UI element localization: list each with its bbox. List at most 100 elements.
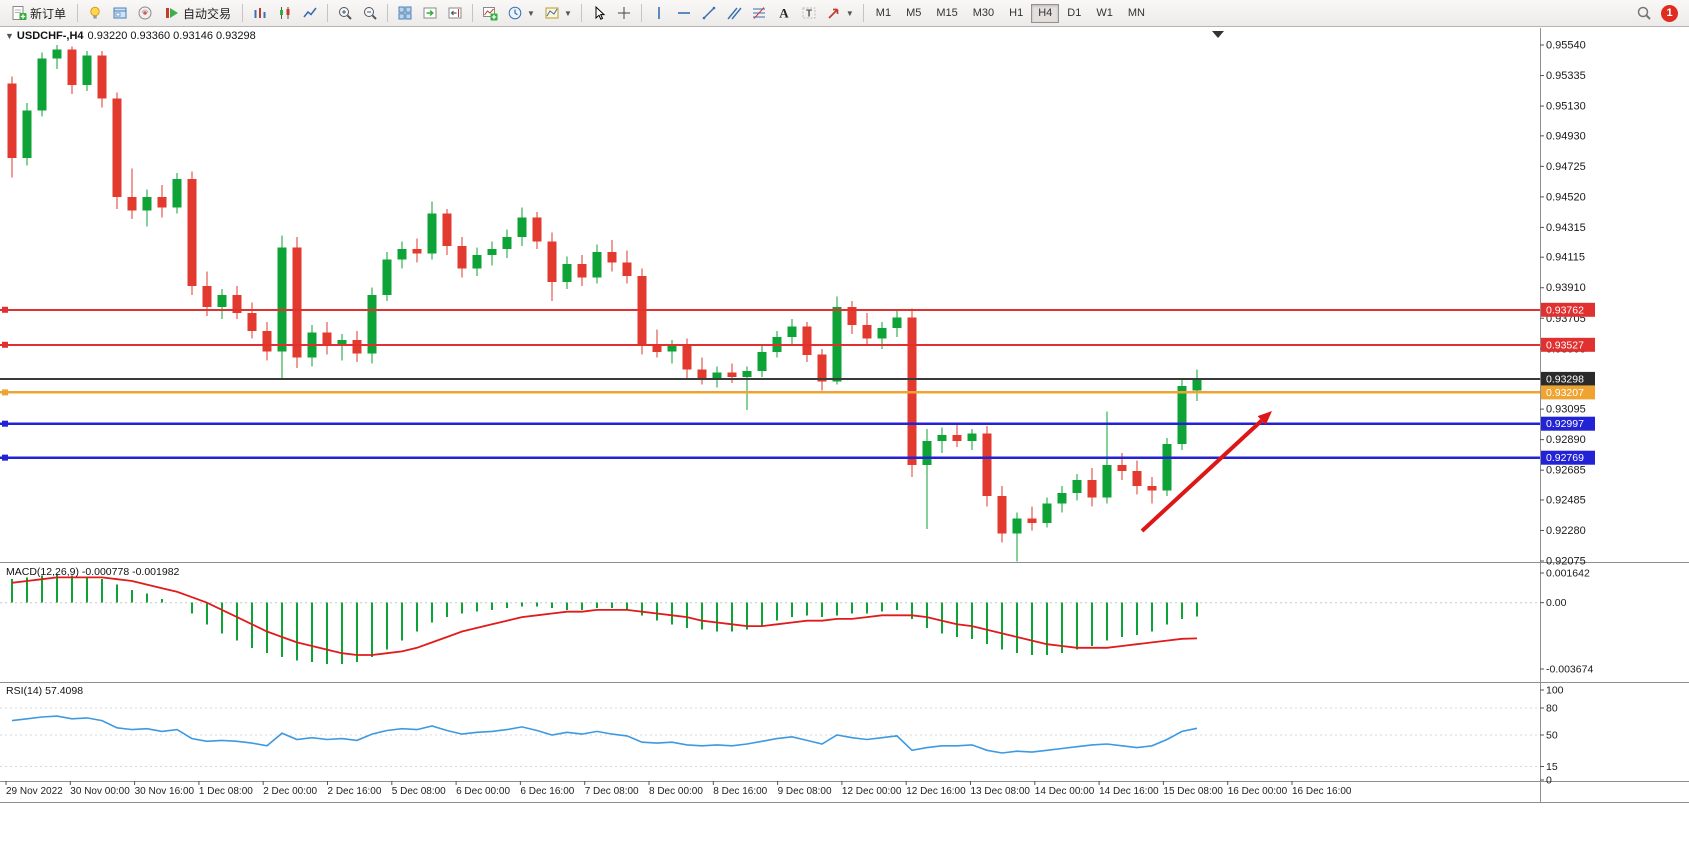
svg-text:0.93207: 0.93207 bbox=[1546, 387, 1584, 399]
crosshair-button[interactable] bbox=[612, 2, 636, 24]
timeframe-h4[interactable]: H4 bbox=[1031, 3, 1060, 23]
svg-text:1 Dec 08:00: 1 Dec 08:00 bbox=[199, 786, 253, 797]
cursor-icon bbox=[595, 5, 606, 20]
label-icon: T bbox=[802, 7, 816, 20]
svg-text:80: 80 bbox=[1546, 703, 1558, 715]
timeframe-mn[interactable]: MN bbox=[1127, 6, 1145, 19]
timeframe-m15[interactable]: M15 bbox=[936, 6, 958, 19]
svg-text:9 Dec 08:00: 9 Dec 08:00 bbox=[778, 786, 832, 797]
shift-chart-icon bbox=[448, 7, 462, 19]
timeframe-h1[interactable]: H1 bbox=[1009, 6, 1024, 19]
svg-text:0.94315: 0.94315 bbox=[1546, 222, 1586, 234]
auto-trading-button[interactable]: 自动交易 bbox=[158, 2, 237, 24]
svg-text:15: 15 bbox=[1546, 761, 1558, 773]
bar-chart-icon bbox=[254, 8, 266, 18]
toolbar-separator bbox=[640, 4, 642, 22]
toolbar-separator bbox=[77, 4, 79, 22]
trendline-icon bbox=[702, 6, 716, 20]
svg-text:29 Nov 2022: 29 Nov 2022 bbox=[6, 786, 63, 797]
new-order-icon bbox=[12, 6, 27, 20]
text-icon: A bbox=[779, 6, 789, 21]
zoom-in-button[interactable] bbox=[333, 2, 357, 24]
arrows-button[interactable]: ▼ bbox=[822, 2, 858, 24]
vertical-line-icon bbox=[658, 7, 660, 19]
svg-text:0.92685: 0.92685 bbox=[1546, 465, 1586, 477]
templates-icon bbox=[545, 7, 559, 19]
signal-button[interactable] bbox=[133, 2, 157, 24]
svg-text:50: 50 bbox=[1546, 730, 1558, 742]
label-button[interactable]: T bbox=[797, 2, 821, 24]
vertical-line-button[interactable] bbox=[647, 2, 671, 24]
svg-text:0: 0 bbox=[1546, 775, 1552, 787]
line-chart-button[interactable] bbox=[298, 2, 322, 24]
zoom-out-button[interactable] bbox=[358, 2, 382, 24]
svg-text:0.93527: 0.93527 bbox=[1546, 339, 1584, 351]
timeframe-d1[interactable]: D1 bbox=[1067, 6, 1082, 19]
notification-badge[interactable]: 1 bbox=[1661, 4, 1678, 22]
auto-trading-icon bbox=[166, 8, 179, 18]
periods-button[interactable]: ▼ bbox=[503, 2, 539, 24]
svg-text:12 Dec 00:00: 12 Dec 00:00 bbox=[842, 786, 902, 797]
svg-text:12 Dec 16:00: 12 Dec 16:00 bbox=[906, 786, 966, 797]
svg-text:15 Dec 08:00: 15 Dec 08:00 bbox=[1163, 786, 1223, 797]
svg-text:6 Dec 16:00: 6 Dec 16:00 bbox=[520, 786, 574, 797]
svg-text:0.92997: 0.92997 bbox=[1546, 418, 1584, 430]
channel-icon bbox=[727, 7, 742, 20]
zoom-out-icon bbox=[364, 7, 377, 20]
svg-text:0.93298: 0.93298 bbox=[1546, 373, 1584, 385]
lamp-button[interactable] bbox=[83, 2, 107, 24]
macd-name: MACD(12,26,9) bbox=[6, 566, 79, 578]
templates-button[interactable]: ▼ bbox=[540, 2, 576, 24]
svg-text:30 Nov 16:00: 30 Nov 16:00 bbox=[135, 786, 195, 797]
auto-scroll-button[interactable] bbox=[418, 2, 442, 24]
svg-text:2 Dec 00:00: 2 Dec 00:00 bbox=[263, 786, 317, 797]
svg-text:0.92485: 0.92485 bbox=[1546, 494, 1586, 506]
svg-text:0.94115: 0.94115 bbox=[1546, 252, 1585, 264]
svg-text:0.93762: 0.93762 bbox=[1546, 304, 1584, 316]
svg-text:2 Dec 16:00: 2 Dec 16:00 bbox=[328, 786, 382, 797]
trendline-button[interactable] bbox=[697, 2, 721, 24]
svg-text:0.93910: 0.93910 bbox=[1546, 282, 1586, 294]
search-button[interactable] bbox=[1632, 2, 1656, 24]
chevron-down-icon[interactable]: ▼ bbox=[5, 31, 14, 41]
toolbar-separator bbox=[580, 4, 582, 22]
chevron-down-icon: ▼ bbox=[527, 8, 535, 18]
text-button[interactable]: A bbox=[772, 2, 796, 24]
svg-text:0.00: 0.00 bbox=[1546, 597, 1567, 609]
svg-text:0.94520: 0.94520 bbox=[1546, 191, 1586, 203]
svg-text:0.92890: 0.92890 bbox=[1546, 434, 1586, 446]
svg-text:5 Dec 08:00: 5 Dec 08:00 bbox=[392, 786, 446, 797]
new-order-button[interactable]: 新订单 bbox=[5, 2, 72, 24]
timeframe-m30[interactable]: M30 bbox=[972, 6, 995, 19]
bar-chart-button[interactable] bbox=[248, 2, 272, 24]
fibonacci-button[interactable] bbox=[747, 2, 771, 24]
svg-text:0.94725: 0.94725 bbox=[1546, 161, 1586, 173]
shift-chart-button[interactable] bbox=[443, 2, 467, 24]
signal-icon bbox=[138, 6, 152, 20]
timeframe-w1[interactable]: W1 bbox=[1096, 6, 1113, 19]
horizontal-line-icon bbox=[677, 12, 690, 14]
clock-icon bbox=[508, 6, 522, 20]
fibonacci-icon bbox=[752, 7, 765, 19]
macd-values: -0.000778 -0.001982 bbox=[81, 566, 180, 578]
toolbar-separator bbox=[472, 4, 474, 22]
horizontal-line-button[interactable] bbox=[672, 2, 696, 24]
tile-windows-icon bbox=[398, 6, 412, 20]
channel-button[interactable] bbox=[722, 2, 746, 24]
toolbar-separator bbox=[387, 4, 389, 22]
svg-text:0.93095: 0.93095 bbox=[1546, 404, 1586, 416]
tile-windows-button[interactable] bbox=[393, 2, 417, 24]
profiles-button[interactable] bbox=[108, 2, 132, 24]
timeframe-m5[interactable]: M5 bbox=[906, 6, 922, 19]
svg-text:0.95335: 0.95335 bbox=[1546, 70, 1586, 82]
ohlc-values: 0.93220 0.93360 0.93146 0.93298 bbox=[87, 30, 256, 42]
indicators-button[interactable] bbox=[478, 2, 502, 24]
timeframe-m1[interactable]: M1 bbox=[875, 6, 892, 19]
new-order-label: 新订单 bbox=[30, 6, 67, 21]
svg-text:7 Dec 08:00: 7 Dec 08:00 bbox=[585, 786, 639, 797]
candlestick-button[interactable] bbox=[273, 2, 297, 24]
cursor-button[interactable] bbox=[587, 2, 611, 24]
svg-text:16 Dec 00:00: 16 Dec 00:00 bbox=[1228, 786, 1288, 797]
svg-text:0.001642: 0.001642 bbox=[1546, 568, 1590, 580]
